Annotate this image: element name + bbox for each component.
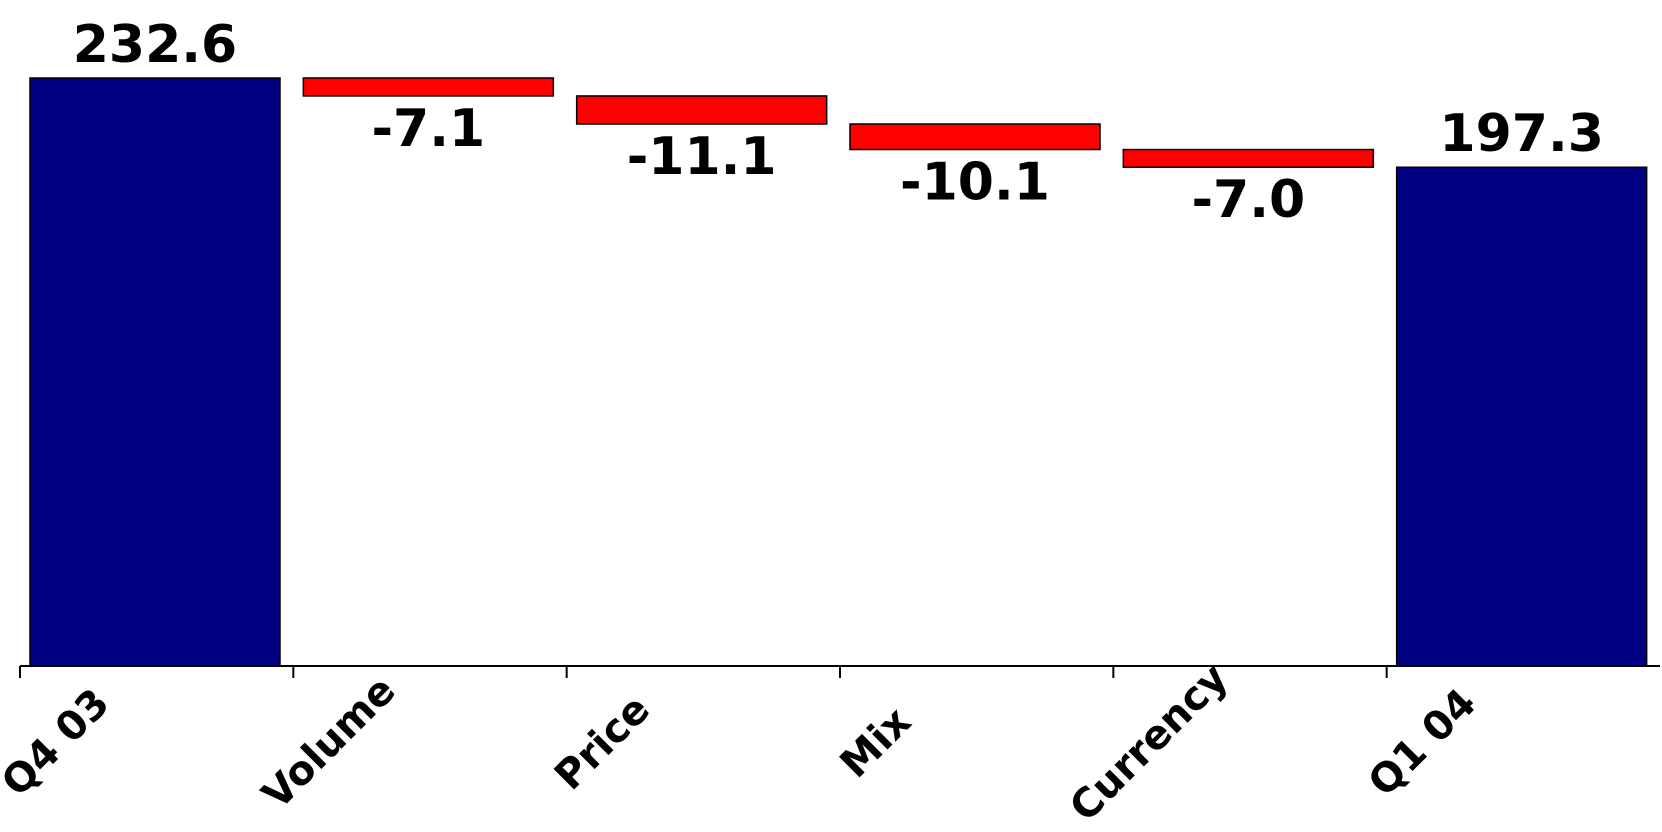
value-label: 197.3	[1439, 104, 1603, 164]
bar-q4-03	[29, 77, 281, 667]
value-label: -10.1	[900, 153, 1050, 213]
bars-group	[29, 77, 1648, 667]
category-label: Q4 03	[0, 680, 119, 805]
category-labels-group: Q4 03 Volume Price Mix Currency Q1 04	[0, 655, 1485, 831]
x-axis	[19, 665, 1660, 678]
category-label: Currency	[1061, 655, 1237, 831]
value-label: -11.1	[627, 127, 777, 187]
bar-mix	[849, 123, 1101, 151]
bar-q1-04	[1395, 166, 1648, 667]
category-label: Volume	[254, 667, 405, 818]
bar-volume	[302, 77, 555, 97]
bar-price	[575, 95, 828, 125]
value-label: 232.6	[73, 15, 237, 75]
category-label: Mix	[831, 698, 920, 787]
value-label: -7.0	[1191, 170, 1305, 230]
bar-currency	[1122, 148, 1375, 168]
value-label: -7.1	[371, 99, 485, 159]
value-labels-group: 232.6 -7.1 -11.1 -10.1 -7.0 197.3	[73, 15, 1604, 230]
category-label: Q1 04	[1360, 680, 1485, 805]
category-label: Price	[546, 686, 659, 799]
